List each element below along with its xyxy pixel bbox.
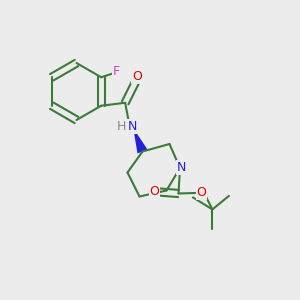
Text: N: N [128, 120, 137, 133]
Text: F: F [112, 65, 120, 78]
Text: O: O [132, 70, 142, 83]
Polygon shape [133, 128, 148, 154]
Text: N: N [177, 161, 186, 174]
Text: O: O [150, 185, 159, 198]
Text: O: O [197, 186, 206, 200]
Text: H: H [117, 120, 126, 133]
